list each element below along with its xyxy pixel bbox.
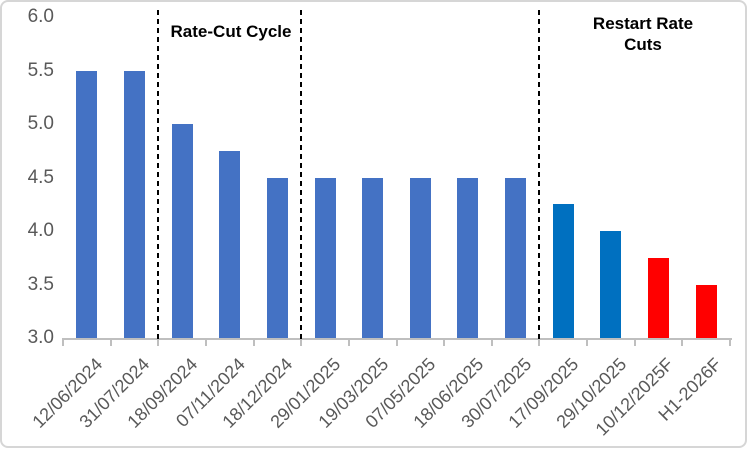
bar-18/09/2024 [171,124,193,338]
bar-29/10/2025 [600,231,622,338]
x-axis-tick [109,338,112,346]
x-axis-tick [347,338,350,346]
bar-18/06/2025 [457,177,479,338]
bar-07/05/2025 [409,177,431,338]
bar-29/01/2025 [314,177,336,338]
x-axis-tick [157,338,160,346]
y-axis-tick-label: 5.5 [27,59,54,81]
bar-17/09/2025 [552,204,574,338]
bar-18/12/2024 [266,177,288,338]
x-axis-tick [729,338,731,346]
bar-H1-2026F [695,284,717,338]
dashed-divider-line [300,10,303,340]
dashed-divider-line [538,10,541,340]
bar-07/11/2024 [219,150,241,338]
y-axis-tick-label: 4.0 [27,220,54,241]
x-axis-tick [443,338,446,346]
x-axis-tick [252,338,255,346]
x-axis-tick [490,338,493,346]
annotation-rate-cut-cycle: Rate-Cut Cycle [170,22,292,41]
x-axis-tick [395,338,398,346]
bar-31/07/2024 [123,70,145,338]
x-axis-tick [681,338,684,346]
y-axis-tick-label: 5.0 [27,113,54,134]
y-axis-tick-label: 6.0 [27,6,54,27]
bar-19/03/2025 [362,177,384,338]
x-axis-tick [586,338,589,346]
x-axis-tick [62,338,64,346]
y-axis-tick-label: 3.5 [27,273,54,295]
annotation-restart-rate-cuts: Restart Rate Cuts [548,13,738,55]
x-axis-tick [300,338,303,346]
x-axis-tick [633,338,636,346]
annotation-restart-rate-cuts-text: Restart Rate Cuts [592,14,694,54]
dashed-divider-line [157,10,160,340]
x-axis-tick [538,338,541,346]
x-axis-tick [204,338,207,346]
bar-30/07/2025 [505,177,527,338]
y-axis-tick-label: 3.0 [27,327,54,348]
bar-10/12/2025F [648,257,670,338]
y-axis-tick-label: 4.5 [27,166,54,188]
bar-12/06/2024 [76,70,98,338]
